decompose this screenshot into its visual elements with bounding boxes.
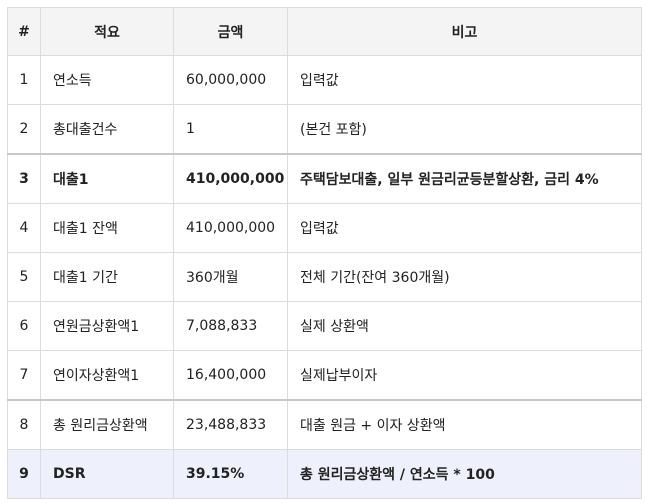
- table-cell: 7: [7, 350, 41, 401]
- table-cell: 410,000,000: [173, 153, 288, 204]
- table-cell: 대출1 기간: [40, 252, 174, 302]
- table-cell: 대출1 잔액: [40, 203, 174, 253]
- table-cell: 3: [7, 153, 41, 204]
- table-cell: (본건 포함): [287, 104, 642, 155]
- table-cell: DSR: [40, 449, 174, 499]
- table-cell: 총대출건수: [40, 104, 174, 155]
- table-cell: 23,488,833: [173, 399, 288, 450]
- table-cell: 4: [7, 203, 41, 253]
- table-row: 4 대출1 잔액 410,000,000 입력값: [7, 203, 642, 253]
- table-cell: 16,400,000: [173, 350, 288, 401]
- table-cell: 2: [7, 104, 41, 155]
- table-row: 1 연소득 60,000,000 입력값: [7, 55, 642, 105]
- table-cell: 입력값: [287, 203, 642, 253]
- table-cell: 대출 원금 + 이자 상환액: [287, 399, 642, 450]
- table-cell: 60,000,000: [173, 55, 288, 105]
- table-row: 7 연이자상환액1 16,400,000 실제납부이자: [7, 350, 642, 401]
- table-cell: 실제 상환액: [287, 301, 642, 351]
- table-cell: 총 원리금상환액: [40, 399, 174, 450]
- table-cell: 연이자상환액1: [40, 350, 174, 401]
- table-cell: 1: [7, 55, 41, 105]
- header-cell: 적요: [40, 7, 174, 56]
- table-cell: 410,000,000: [173, 203, 288, 253]
- table-cell: 연원금상환액1: [40, 301, 174, 351]
- table-cell: 실제납부이자: [287, 350, 642, 401]
- data-table: # 적요 금액 비고 1 연소득 60,000,000 입력값 2 총대출건수 1 (본건 포함) 3…: [7, 7, 642, 499]
- table-cell: 8: [7, 399, 41, 450]
- table-row: 6 연원금상환액1 7,088,833 실제 상환액: [7, 301, 642, 351]
- table-cell: 7,088,833: [173, 301, 288, 351]
- table-cell: 입력값: [287, 55, 642, 105]
- table-cell: 6: [7, 301, 41, 351]
- header-cell: 금액: [173, 7, 288, 56]
- table-row: 3 대출1 410,000,000 주택담보대출, 일부 원금리균등분할상환, 금리 …: [7, 153, 642, 204]
- table-cell: 대출1: [40, 153, 174, 204]
- table-cell: 5: [7, 252, 41, 302]
- table-row: 5 대출1 기간 360개월 전체 기간(잔여 360개월): [7, 252, 642, 302]
- table-body: 1 연소득 60,000,000 입력값 2 총대출건수 1 (본건 포함) 3 대출1 410,0…: [7, 55, 642, 499]
- table-cell: 1: [173, 104, 288, 155]
- header-cell: 비고: [287, 7, 642, 56]
- table-cell: 39.15%: [173, 449, 288, 499]
- table-row: 2 총대출건수 1 (본건 포함): [7, 104, 642, 155]
- table-cell: 전체 기간(잔여 360개월): [287, 252, 642, 302]
- header-cell: #: [7, 7, 41, 56]
- table-row: 9 DSR 39.15% 총 원리금상환액 / 연소득 * 100: [7, 449, 642, 499]
- table-cell: 360개월: [173, 252, 288, 302]
- table-cell: 연소득: [40, 55, 174, 105]
- table-cell: 주택담보대출, 일부 원금리균등분할상환, 금리 4%: [287, 153, 642, 204]
- table-cell: 총 원리금상환액 / 연소득 * 100: [287, 449, 642, 499]
- table-cell: 9: [7, 449, 41, 499]
- header-row: # 적요 금액 비고: [7, 7, 642, 56]
- table-header: # 적요 금액 비고: [7, 7, 642, 56]
